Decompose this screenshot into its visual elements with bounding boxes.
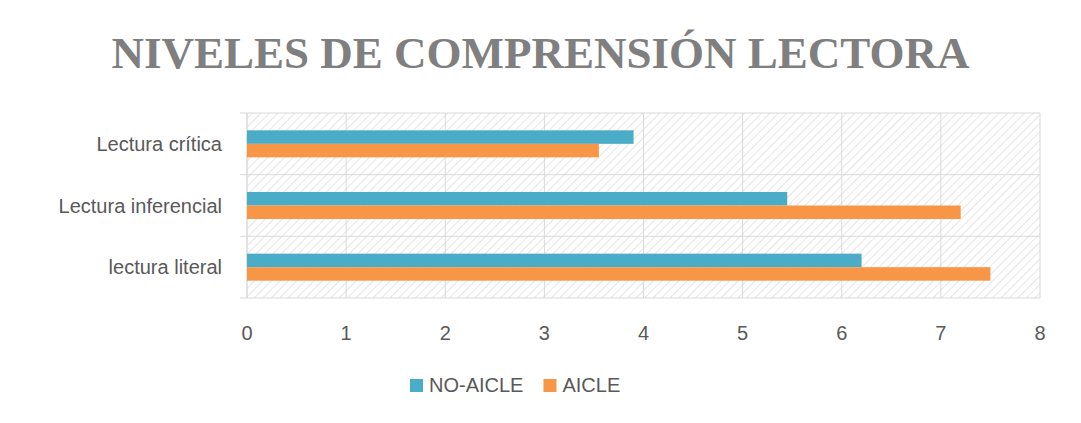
tick-label: 7 [935,322,946,344]
band-separator [240,298,1040,299]
band-separator [240,113,1040,114]
bar [247,267,990,281]
bar [247,254,862,268]
chart-svg: NIVELES DE COMPRENSIÓN LECTORA 0 1 2 3 4 5 6 7 8 L… [0,0,1081,423]
band-separator [240,174,1040,175]
category-label: Lectura inferencial [59,195,222,217]
legend-label: AICLE [562,374,620,396]
tick-label: 2 [440,322,451,344]
bar [247,144,599,158]
grid-line [1040,113,1041,298]
legend-swatch [410,379,423,392]
chart-root: NIVELES DE COMPRENSIÓN LECTORA 0 1 2 3 4 5 6 7 8 L… [0,0,1081,423]
band-separator [240,236,1040,237]
bar [247,206,961,220]
legend-label: NO-AICLE [429,374,523,396]
tick-label: 1 [341,322,352,344]
tick-label: 6 [836,322,847,344]
bar [247,192,787,206]
tick-label: 0 [241,322,252,344]
tick-label: 8 [1034,322,1045,344]
tick-label: 3 [539,322,550,344]
title: NIVELES DE COMPRENSIÓN LECTORA [111,28,970,78]
bars [247,130,990,280]
tick-label: 4 [638,322,649,344]
legend-swatch [543,379,556,392]
plot-background [247,113,1040,298]
category-label: lectura literal [109,256,222,278]
tick-label: 5 [737,322,748,344]
category-label: Lectura crítica [96,133,222,155]
bar [247,130,634,144]
